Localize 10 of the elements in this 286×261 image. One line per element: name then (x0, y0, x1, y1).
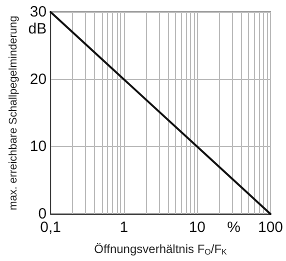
y-tick-label: 30 (30, 4, 47, 20)
x-tick-label: 10 (188, 219, 206, 236)
text: % (227, 219, 241, 236)
text: dB (28, 20, 47, 38)
line-series (50, 11, 272, 215)
y-tick-label: 20 (30, 70, 47, 88)
x-tick-label: 100 (258, 219, 283, 236)
y-axis-title: max. erreichbare Schallpegelminderung (8, 16, 20, 210)
y-tick-label: 10 (30, 138, 47, 156)
x-tick-label: 1 (120, 219, 128, 236)
